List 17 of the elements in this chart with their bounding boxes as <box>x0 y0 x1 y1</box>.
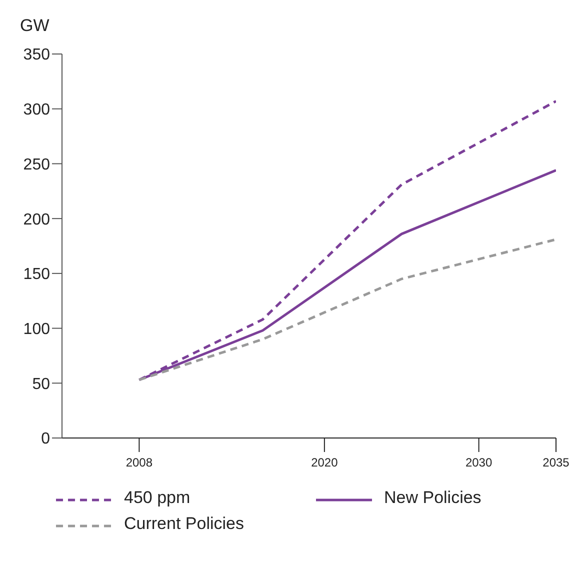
legend-label: New Policies <box>384 488 482 508</box>
line-series <box>138 238 556 382</box>
y-tick-label: 0 <box>41 430 50 448</box>
y-tick-label: 50 <box>32 376 50 393</box>
x-tick-label: 2020 <box>311 456 338 470</box>
legend-label: Current Policies <box>124 514 244 534</box>
y-axis-title: GW <box>20 16 50 36</box>
x-tick-label: 2035 <box>542 456 570 470</box>
x-tick-label: 2030 <box>465 456 492 470</box>
legend-label: 450 ppm <box>124 488 190 508</box>
y-tick-label: 350 <box>23 46 50 64</box>
y-tick-label: 150 <box>23 266 50 284</box>
x-tick-label: 2008 <box>126 456 153 470</box>
y-tick-label: 200 <box>23 211 50 228</box>
y-tick-label: 100 <box>23 320 50 338</box>
y-tick-label: 300 <box>23 102 50 119</box>
y-tick-label: 250 <box>23 156 50 174</box>
